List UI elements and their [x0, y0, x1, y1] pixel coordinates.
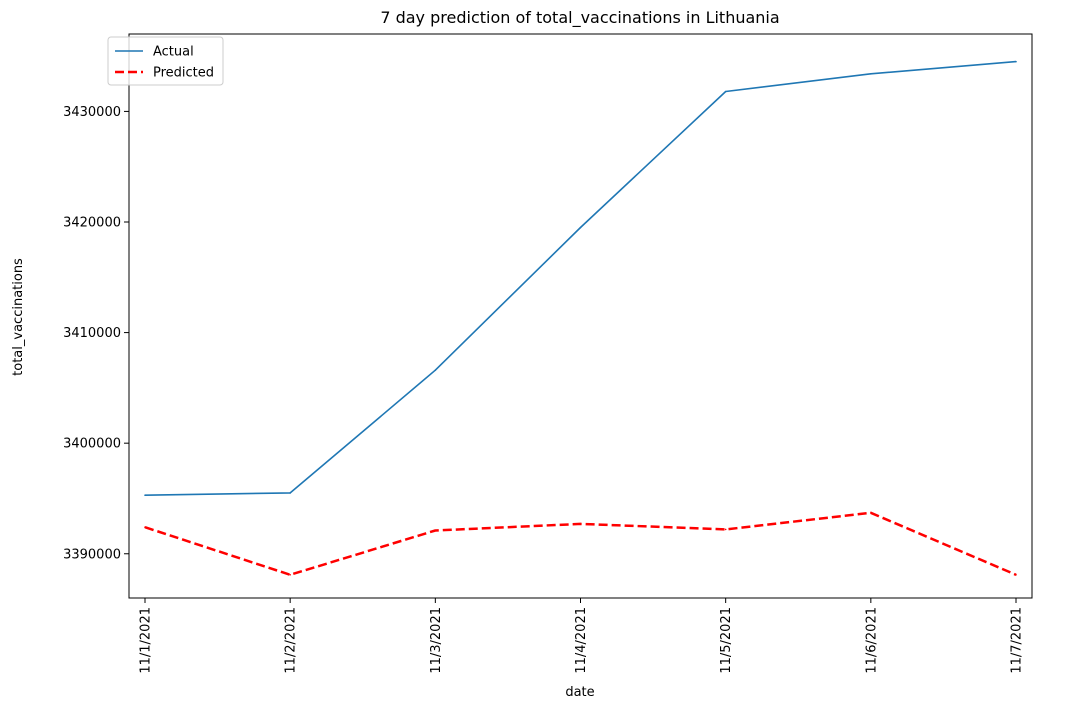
x-tick-label: 11/1/2021: [139, 607, 154, 674]
data-point-predicted: [289, 573, 291, 576]
legend: Actual Predicted: [107, 36, 224, 86]
chart-title: 7 day prediction of total_vaccinations i…: [380, 8, 779, 28]
data-point-actual: [1015, 60, 1017, 63]
x-tick-label: 11/4/2021: [574, 607, 589, 674]
data-point-actual: [724, 90, 727, 93]
y-tick-label: 3420000: [63, 216, 121, 231]
data-point-predicted: [579, 523, 582, 525]
y-tick-label: 3430000: [63, 105, 121, 120]
x-tick-label: 11/5/2021: [719, 607, 734, 674]
legend-label-predicted: Predicted: [153, 66, 214, 81]
series-line-predicted: [144, 511, 1017, 577]
plot-area: [128, 33, 1033, 599]
data-point-actual: [144, 494, 146, 496]
legend-label-actual: Actual: [153, 45, 194, 60]
x-axis: 11/1/2021 11/2/2021 11/3/2021 11/4/2021 11/5…: [139, 598, 1025, 674]
data-point-actual: [434, 369, 437, 371]
data-point-actual: [579, 226, 582, 229]
x-axis-label: date: [565, 685, 594, 700]
data-point-predicted: [144, 526, 146, 529]
series-line-actual: [144, 60, 1017, 496]
y-tick-label: 3390000: [63, 547, 121, 562]
x-tick-label: 11/3/2021: [429, 607, 444, 674]
y-tick-label: 3400000: [63, 437, 121, 452]
x-tick-label: 11/2/2021: [284, 607, 299, 674]
x-tick-label: 11/7/2021: [1010, 607, 1025, 674]
data-point-actual: [870, 73, 872, 75]
plot-frame: [128, 33, 1033, 599]
series-layer: [144, 60, 1017, 577]
data-point-predicted: [1015, 573, 1017, 576]
y-axis: 3390000 3400000 3410000 3420000 3430000: [63, 105, 129, 562]
y-axis-label: total_vaccinations: [11, 258, 26, 376]
data-point-predicted: [724, 528, 727, 531]
x-tick-label: 11/6/2021: [864, 607, 879, 674]
y-tick-label: 3410000: [63, 326, 121, 341]
data-point-actual: [289, 492, 291, 494]
data-point-predicted: [870, 512, 872, 514]
data-point-predicted: [434, 529, 437, 532]
